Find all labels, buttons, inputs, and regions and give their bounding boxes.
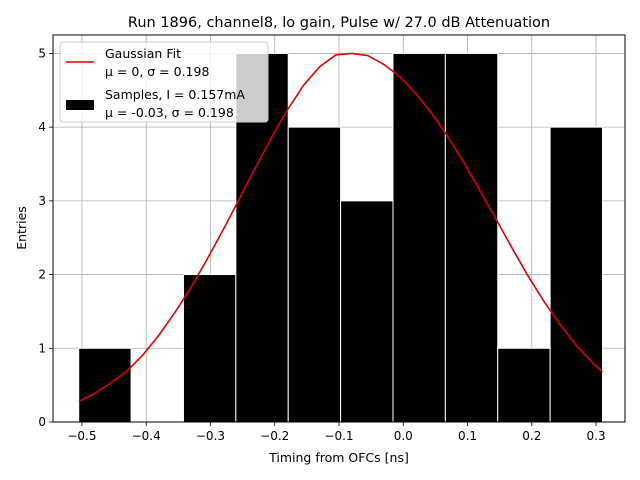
x-tick-label-5: 0.0 [394, 429, 413, 443]
x-tick-label-2: −0.3 [196, 429, 225, 443]
y-tick-label-1: 1 [38, 341, 46, 355]
x-tick-label-1: −0.4 [132, 429, 161, 443]
x-axis-label: Timing from OFCs [ns] [268, 450, 409, 465]
y-tick-label-2: 2 [38, 268, 46, 282]
histogram-bar-6 [392, 52, 446, 423]
x-axis-ticks: −0.5 −0.4 −0.3 −0.2 −0.1 0.0 0.1 0.2 0.3 [67, 422, 606, 443]
y-axis-ticks: 0 1 2 3 4 5 [38, 46, 53, 429]
legend-samples-stats: μ = -0.03, σ = 0.198 [105, 105, 234, 120]
y-tick-label-4: 4 [38, 120, 46, 134]
y-tick-label-5: 5 [38, 46, 46, 60]
histogram-bars [78, 52, 604, 423]
x-tick-label-8: 0.3 [587, 429, 606, 443]
histogram-bar-9 [549, 126, 604, 423]
y-tick-label-0: 0 [38, 415, 46, 429]
legend-samples-swatch [66, 100, 94, 110]
gaussian-fit-line [78, 52, 604, 403]
histogram-bar-7 [444, 52, 499, 423]
y-tick-label-3: 3 [38, 194, 46, 208]
y-axis-label: Entries [14, 206, 29, 250]
x-tick-label-3: −0.2 [260, 429, 289, 443]
legend-fit-stats: μ = 0, σ = 0.198 [105, 64, 209, 79]
legend-box [59, 41, 269, 123]
x-tick-label-7: 0.2 [522, 429, 541, 443]
legend-samples-label: Samples, I = 0.157mA [105, 87, 245, 102]
histogram-bar-5 [340, 200, 394, 423]
legend: Gaussian Fit μ = 0, σ = 0.198 Samples, I… [59, 41, 269, 123]
legend-fit-label: Gaussian Fit [105, 46, 181, 61]
x-tick-label-0: −0.5 [67, 429, 96, 443]
chart-title: Run 1896, channel8, lo gain, Pulse w/ 27… [128, 15, 550, 31]
histogram-bar-2 [182, 274, 237, 423]
gaussian-fit-layer [78, 52, 604, 403]
histogram-bar-4 [287, 126, 342, 423]
histogram-bar-8 [497, 347, 551, 423]
x-tick-label-4: −0.1 [324, 429, 353, 443]
x-tick-label-6: 0.1 [458, 429, 477, 443]
histogram-bar-0 [78, 347, 132, 423]
